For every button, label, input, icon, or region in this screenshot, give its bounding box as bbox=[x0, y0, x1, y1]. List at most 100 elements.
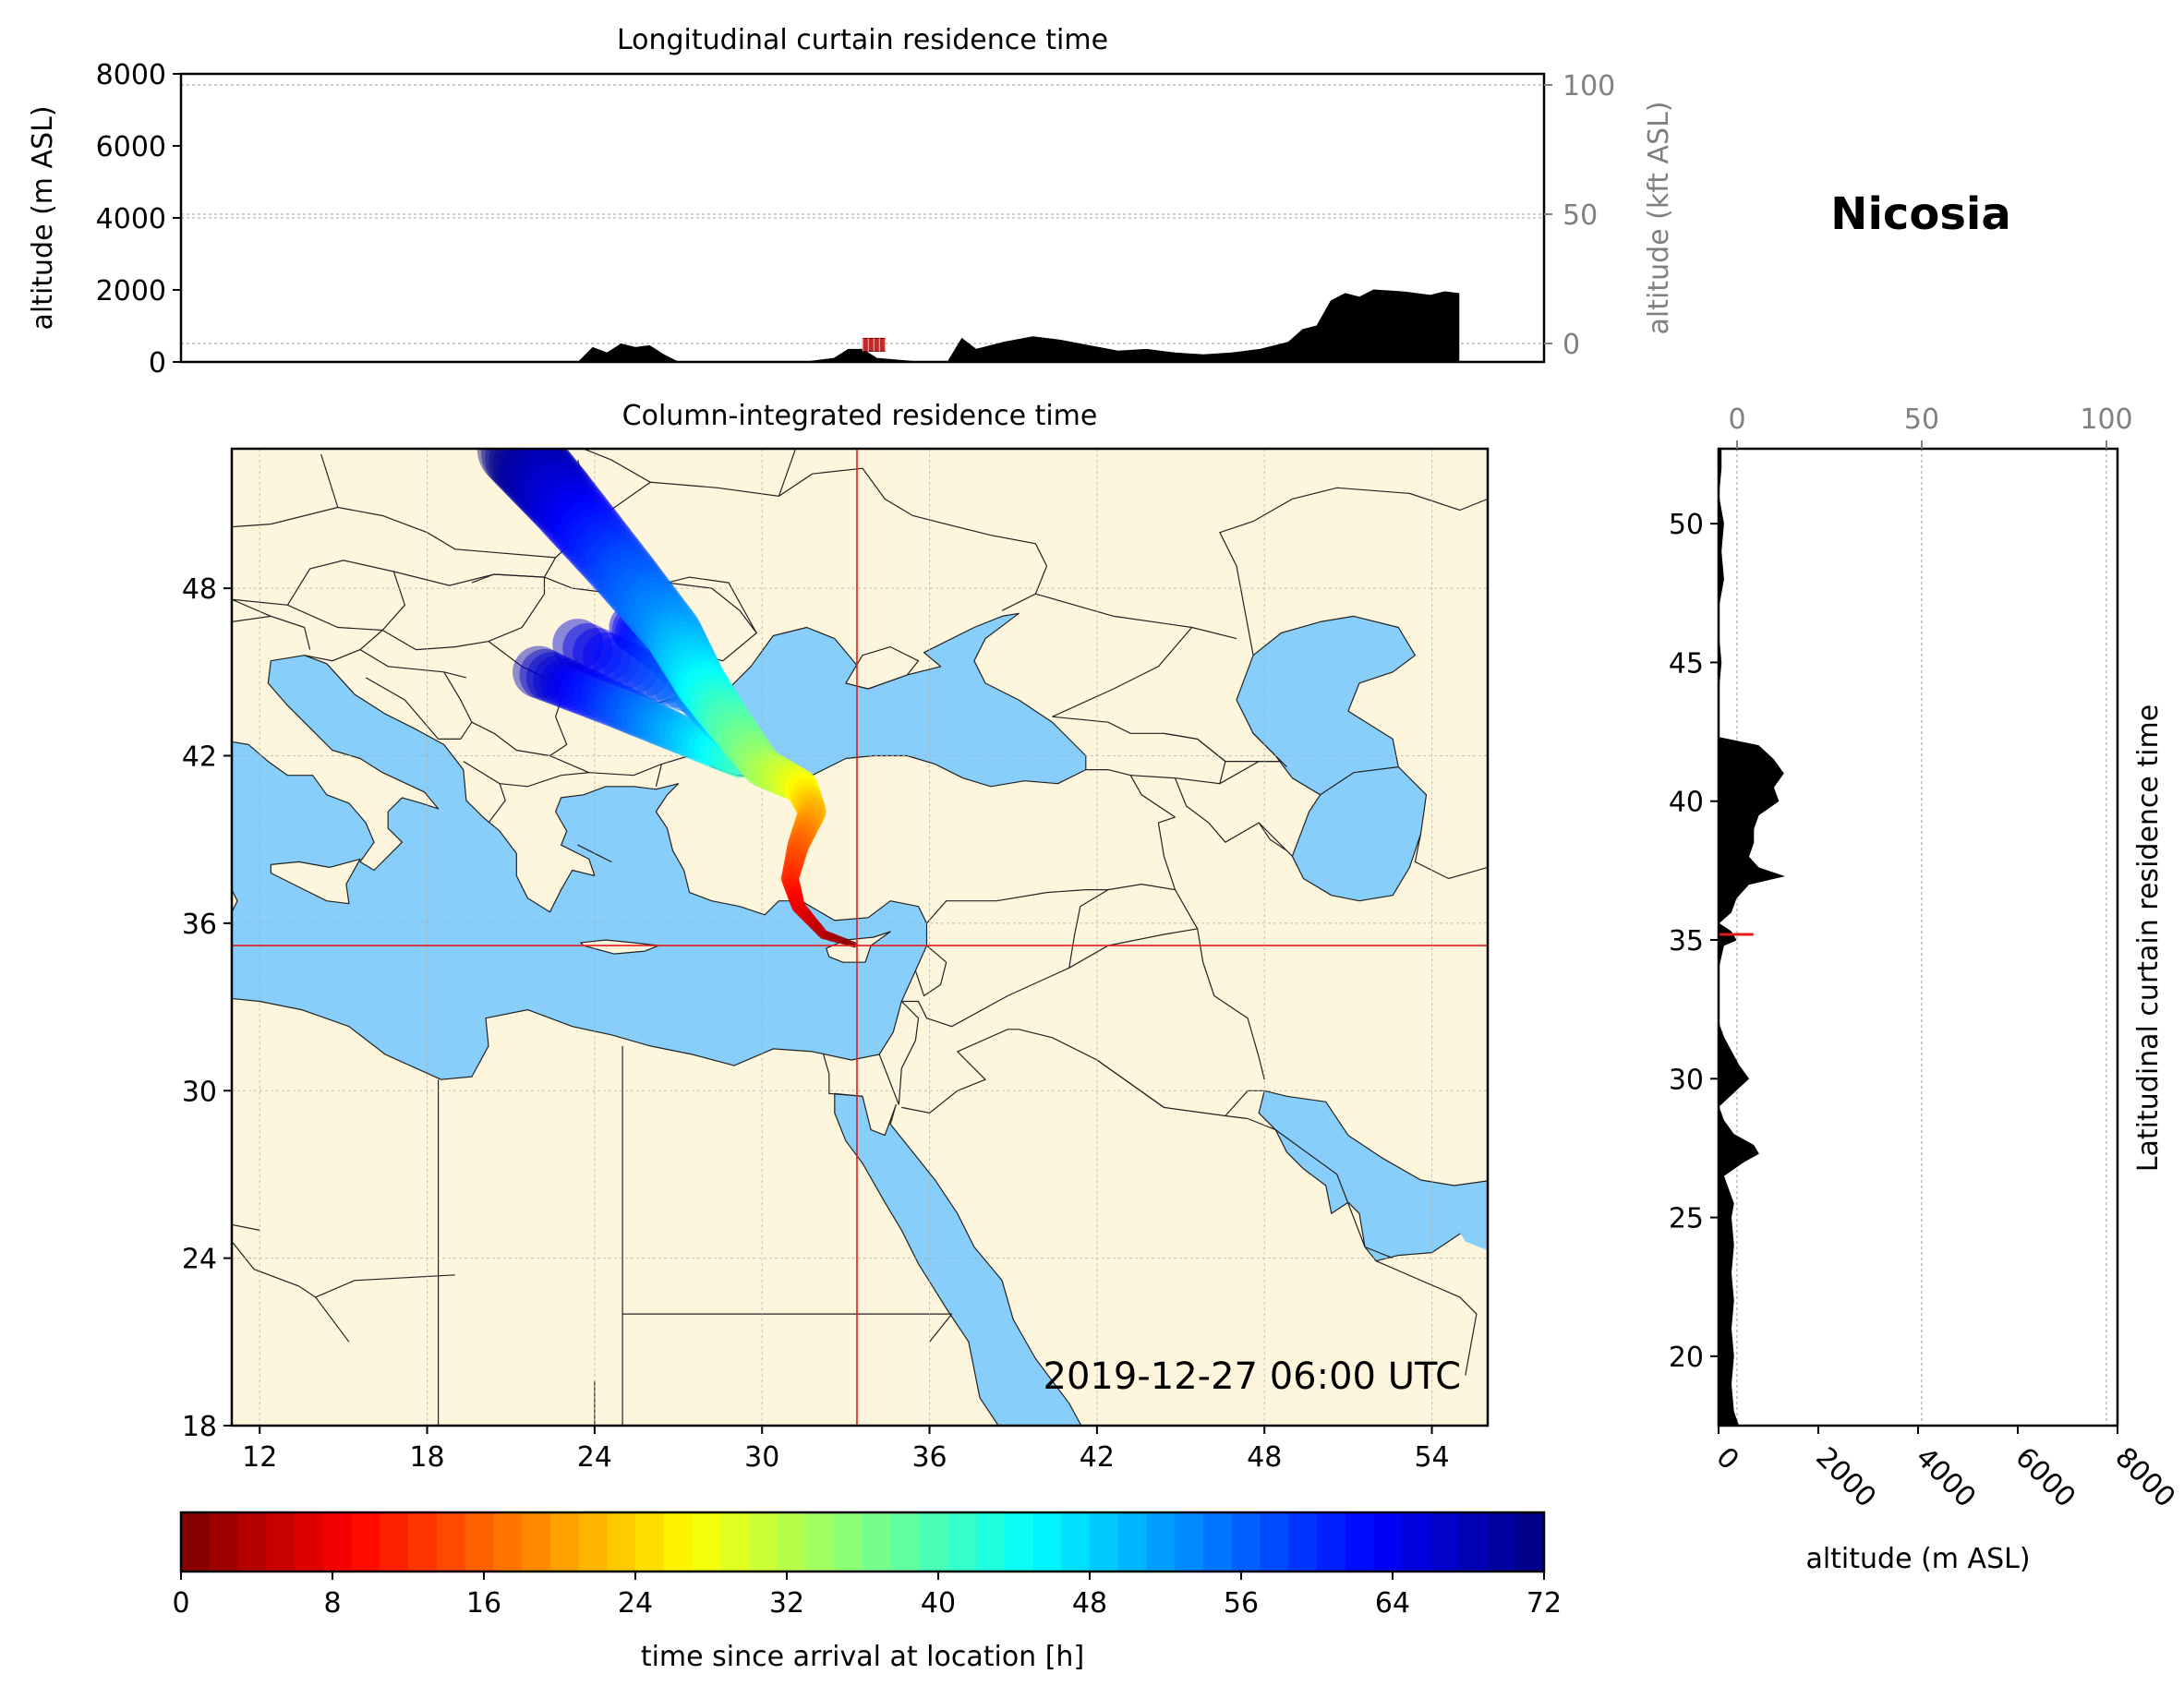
colorbar-tick-label: 8 bbox=[323, 1587, 341, 1620]
country-border bbox=[901, 1029, 1020, 1114]
country-border bbox=[232, 615, 311, 650]
plume-segment bbox=[477, 449, 556, 488]
ytick-label: 0 bbox=[149, 347, 166, 379]
colorbar-label: time since arrival at location [h] bbox=[641, 1641, 1084, 1673]
country-border bbox=[320, 453, 339, 508]
plume-segment bbox=[536, 475, 608, 548]
plume-branch-segment bbox=[539, 657, 590, 708]
country-border bbox=[929, 1313, 953, 1343]
country-border bbox=[1320, 766, 1399, 796]
plume-segment bbox=[521, 458, 595, 532]
country-border bbox=[1052, 627, 1193, 717]
longitudinal-ylabel: altitude (m ASL) bbox=[27, 105, 59, 330]
latitudinal-title: Latitudinal curtain residence time bbox=[2132, 704, 2165, 1172]
plume-segment bbox=[497, 449, 573, 508]
colorbar-bin bbox=[947, 1512, 977, 1572]
colorbar-bin bbox=[1373, 1512, 1403, 1572]
ytick-label: 42 bbox=[182, 741, 217, 774]
plume-branch-segment bbox=[562, 623, 613, 674]
country-border bbox=[655, 764, 662, 787]
colorbar-bin bbox=[720, 1512, 750, 1572]
country-border bbox=[926, 889, 1108, 924]
xtick-label: 54 bbox=[1414, 1441, 1449, 1474]
xtick2-label: 50 bbox=[1904, 403, 1939, 436]
country-border bbox=[544, 576, 758, 662]
colorbar-bin bbox=[692, 1512, 721, 1572]
plume-branch-segment bbox=[533, 655, 584, 706]
colorbar-bin bbox=[1061, 1512, 1091, 1572]
colorbar-bin bbox=[834, 1512, 863, 1572]
colorbar-tick-label: 32 bbox=[769, 1587, 804, 1620]
country-border bbox=[901, 889, 1109, 1028]
longitudinal-curtain-panel: Longitudinal curtain residence time 0 200… bbox=[27, 24, 1675, 379]
location-title: Nicosia bbox=[1830, 188, 2010, 240]
xtick-label: 36 bbox=[911, 1441, 947, 1474]
colorbar-bin bbox=[493, 1512, 523, 1572]
xtick-label: 30 bbox=[744, 1441, 779, 1474]
colorbar-bins bbox=[181, 1512, 1545, 1572]
latitudinal-axes-frame bbox=[1717, 447, 2119, 1427]
country-border bbox=[1274, 1129, 1366, 1247]
colorbar-bin bbox=[436, 1512, 466, 1572]
latitudinal-xticks: 0 2000 4000 6000 8000 bbox=[1709, 1426, 2181, 1514]
latitudinal-grid bbox=[1736, 449, 2107, 1426]
map-seas bbox=[232, 612, 1488, 1426]
plume-segment bbox=[530, 469, 603, 541]
ytick-label: 24 bbox=[182, 1244, 217, 1276]
location-crosshair bbox=[232, 449, 1488, 1426]
colorbar-bin bbox=[1487, 1512, 1516, 1572]
colorbar-bin bbox=[237, 1512, 267, 1572]
plume-segment bbox=[541, 481, 612, 553]
latitudinal-secondary-xticks: 0 50 100 bbox=[1728, 403, 2133, 449]
country-border bbox=[1219, 487, 1488, 656]
xtick-label: 42 bbox=[1080, 1441, 1115, 1474]
colorbar: 0 8 16 24 32 40 48 56 64 72 time since arrival at… bbox=[172, 1511, 1562, 1673]
colorbar-bin bbox=[663, 1512, 694, 1572]
plume-segment bbox=[481, 449, 560, 492]
country-border bbox=[583, 449, 651, 483]
colorbar-bin bbox=[522, 1512, 551, 1572]
map-yticks: 18 24 30 36 42 48 bbox=[182, 573, 232, 1443]
colorbar-bin bbox=[1004, 1512, 1034, 1572]
country-border bbox=[778, 449, 797, 497]
colorbar-bin bbox=[1402, 1512, 1431, 1572]
country-border bbox=[1174, 777, 1287, 851]
colorbar-tick-label: 56 bbox=[1224, 1587, 1259, 1620]
xtick-label: 2000 bbox=[1809, 1441, 1882, 1514]
country-border bbox=[488, 641, 568, 756]
country-border bbox=[667, 576, 757, 633]
colorbar-bin bbox=[976, 1512, 1006, 1572]
colorbar-bin bbox=[607, 1512, 636, 1572]
xtick-label: 8000 bbox=[2108, 1441, 2181, 1514]
latitudinal-yticks: 20 25 30 35 40 45 50 bbox=[1669, 509, 1719, 1374]
persian-gulf bbox=[1258, 1090, 1488, 1262]
crimea bbox=[845, 646, 920, 690]
country-border bbox=[500, 772, 589, 788]
colorbar-ticks: 0 8 16 24 32 40 48 56 64 72 bbox=[172, 1572, 1562, 1620]
ytick-label: 40 bbox=[1669, 787, 1704, 819]
longitudinal-location-marker bbox=[862, 337, 886, 352]
colorbar-frame bbox=[179, 1511, 1546, 1573]
plume-branch-segment bbox=[519, 648, 572, 701]
xtick2-label: 0 bbox=[1728, 403, 1745, 436]
mediterranean-sea bbox=[232, 655, 928, 1080]
plume-segment bbox=[492, 449, 570, 504]
colorbar-bin bbox=[1146, 1512, 1176, 1572]
colorbar-bin bbox=[1458, 1512, 1489, 1572]
colorbar-bin bbox=[635, 1512, 665, 1572]
map-axes-frame bbox=[230, 447, 1490, 1427]
xtick-label: 0 bbox=[1709, 1441, 1744, 1476]
country-border bbox=[315, 1274, 455, 1298]
colorbar-bin bbox=[919, 1512, 948, 1572]
plume-branch-segment bbox=[552, 619, 604, 670]
country-border bbox=[1174, 889, 1199, 930]
colorbar-bin bbox=[351, 1512, 380, 1572]
ytick-label: 48 bbox=[182, 573, 217, 606]
country-border bbox=[1364, 1246, 1394, 1259]
tunisia-cape bbox=[232, 889, 238, 913]
ytick-label: 18 bbox=[182, 1411, 217, 1443]
colorbar-bin bbox=[322, 1512, 353, 1572]
plume-branch-segment bbox=[547, 661, 597, 711]
plume-segment bbox=[525, 463, 597, 536]
